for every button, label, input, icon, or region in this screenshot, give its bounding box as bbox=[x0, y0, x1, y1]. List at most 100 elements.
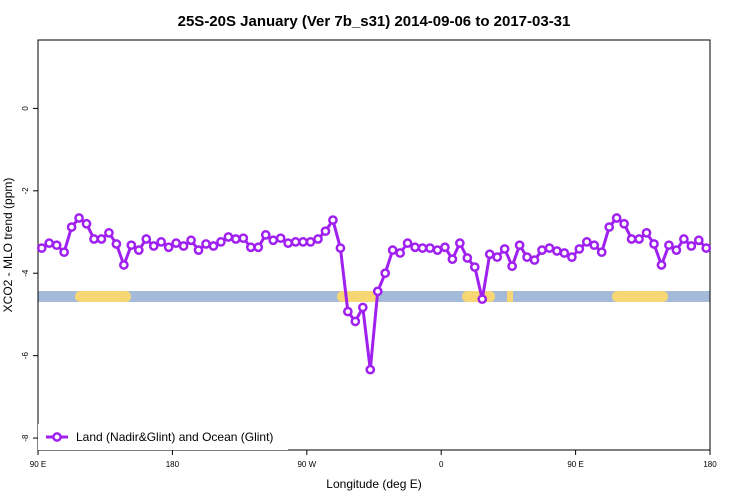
data-point bbox=[447, 254, 458, 265]
data-point bbox=[193, 245, 204, 256]
data-point bbox=[81, 218, 92, 229]
data-point bbox=[171, 238, 181, 248]
data-point bbox=[223, 232, 234, 242]
data-point bbox=[238, 233, 249, 244]
data-point bbox=[111, 239, 122, 249]
data-point bbox=[574, 244, 585, 254]
land-band bbox=[337, 291, 379, 302]
data-point bbox=[626, 234, 637, 244]
data-point bbox=[372, 286, 383, 297]
data-point bbox=[59, 247, 69, 258]
data-point bbox=[507, 261, 517, 272]
y-tick-label: -4 bbox=[21, 269, 30, 277]
data-point bbox=[275, 233, 286, 244]
data-point bbox=[201, 239, 211, 249]
y-tick-label: -8 bbox=[21, 434, 30, 442]
legend-marker bbox=[52, 432, 62, 442]
data-point bbox=[440, 242, 450, 253]
data-point bbox=[701, 243, 712, 253]
data-point bbox=[365, 364, 376, 375]
data-point bbox=[679, 234, 689, 244]
data-point bbox=[484, 249, 495, 260]
data-point bbox=[178, 241, 189, 251]
data-point bbox=[245, 242, 256, 253]
data-point bbox=[462, 253, 473, 263]
data-point bbox=[44, 238, 55, 248]
data-point bbox=[380, 268, 391, 279]
data-point bbox=[231, 234, 241, 244]
data-point bbox=[357, 302, 368, 313]
data-point bbox=[260, 230, 271, 240]
data-point bbox=[499, 244, 510, 254]
y-tick-label: 0 bbox=[21, 106, 30, 111]
data-point bbox=[559, 248, 570, 258]
land-band bbox=[612, 291, 668, 302]
data-point bbox=[395, 248, 405, 258]
data-point bbox=[36, 243, 47, 253]
data-point bbox=[343, 306, 353, 317]
data-point bbox=[298, 237, 308, 247]
data-point bbox=[141, 234, 152, 244]
data-point bbox=[514, 240, 525, 251]
data-point bbox=[425, 243, 435, 253]
data-point bbox=[634, 234, 644, 244]
data-point bbox=[596, 247, 607, 258]
land-band bbox=[75, 291, 131, 302]
legend-label: Land (Nadir&Glint) and Ocean (Glint) bbox=[76, 430, 273, 444]
data-point bbox=[186, 235, 196, 246]
data-point bbox=[208, 241, 219, 251]
data-point bbox=[126, 240, 137, 251]
data-point bbox=[432, 245, 443, 256]
x-tick-label: 180 bbox=[166, 460, 180, 469]
data-point bbox=[89, 234, 99, 244]
data-point bbox=[313, 234, 323, 244]
x-axis-label: Longitude (deg E) bbox=[326, 477, 421, 491]
chart-title: 25S-20S January (Ver 7b_s31) 2014-09-06 … bbox=[178, 13, 571, 30]
data-point bbox=[537, 245, 547, 256]
data-point bbox=[619, 218, 629, 229]
data-point bbox=[74, 213, 84, 223]
land-band bbox=[507, 291, 513, 302]
data-point bbox=[417, 243, 428, 253]
data-point bbox=[305, 237, 316, 247]
y-tick-label: -2 bbox=[21, 187, 30, 195]
data-point bbox=[66, 222, 77, 232]
x-tick-label: 180 bbox=[703, 460, 717, 469]
y-axis-label: XCO2 - MLO trend (ppm) bbox=[1, 178, 15, 313]
data-point bbox=[283, 238, 293, 248]
data-point bbox=[477, 294, 488, 305]
data-point bbox=[649, 239, 659, 249]
data-point bbox=[290, 237, 301, 247]
data-point bbox=[119, 260, 129, 270]
data-point bbox=[51, 240, 62, 251]
legend bbox=[38, 424, 288, 450]
data-point bbox=[686, 241, 697, 251]
data-point bbox=[611, 213, 622, 223]
plot-frame bbox=[37, 39, 711, 451]
data-point bbox=[156, 237, 167, 247]
data-point bbox=[328, 215, 338, 225]
x-tick-label: 90 E bbox=[567, 460, 583, 469]
data-point bbox=[522, 252, 532, 263]
data-point bbox=[350, 316, 361, 327]
data-point bbox=[455, 238, 465, 248]
data-point bbox=[671, 245, 682, 256]
data-point bbox=[604, 222, 615, 232]
data-point bbox=[387, 245, 398, 256]
data-point bbox=[567, 252, 577, 263]
data-point bbox=[529, 255, 540, 265]
data-point bbox=[492, 252, 503, 263]
data-point bbox=[253, 242, 264, 253]
x-tick-label: 90 W bbox=[297, 460, 316, 469]
data-point bbox=[581, 237, 592, 247]
data-point bbox=[552, 246, 562, 256]
x-tick-label: 0 bbox=[439, 460, 444, 469]
data-point bbox=[693, 235, 704, 246]
data-point bbox=[335, 243, 346, 253]
data-point bbox=[96, 234, 107, 244]
data-point bbox=[469, 262, 480, 272]
data-point bbox=[104, 227, 114, 238]
data-point bbox=[664, 240, 674, 251]
